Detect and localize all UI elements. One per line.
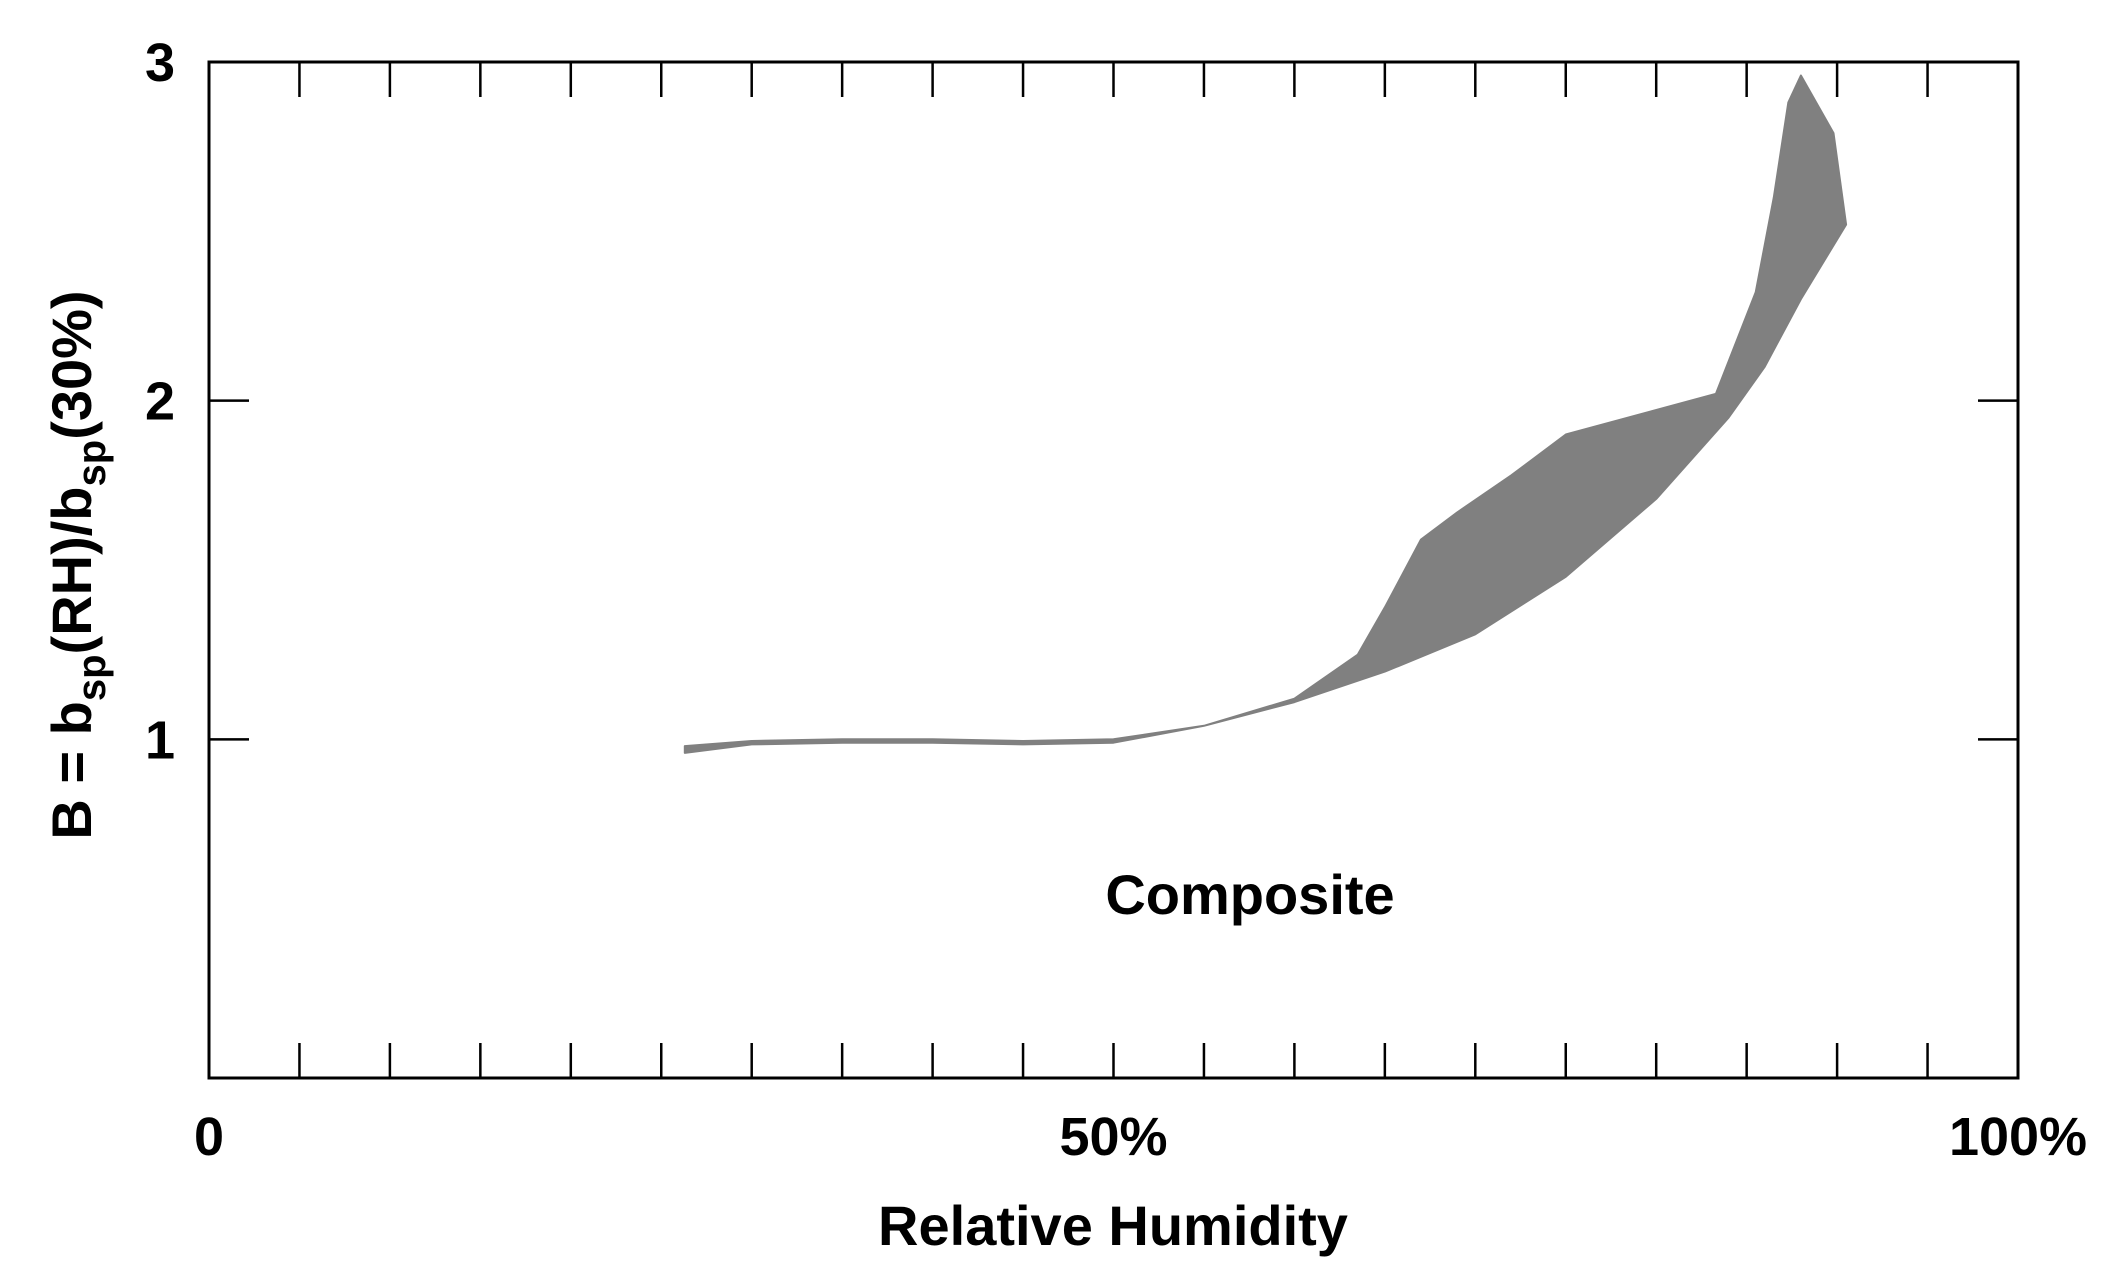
- y-axis-title-suffix: (30%): [40, 290, 103, 439]
- y-axis-title-mid: (RH)/b: [40, 486, 103, 654]
- y-axis-title-sub2: sp: [70, 440, 114, 487]
- y-axis-title: B = bsp(RH)/bsp(30%): [40, 290, 114, 839]
- x-axis-title: Relative Humidity: [878, 1194, 1348, 1257]
- x-tick-label-50: 50%: [1059, 1107, 1167, 1167]
- y-tick-label-3: 3: [145, 33, 175, 93]
- y-axis-title-prefix: B = b: [40, 701, 103, 839]
- band-layer: [683, 74, 1848, 754]
- x-tick-label-100: 100%: [1949, 1107, 2087, 1167]
- tick-marks: [209, 60, 2018, 1078]
- composite-annotation: Composite: [1105, 863, 1394, 926]
- x-tick-label-0: 0: [194, 1107, 224, 1167]
- y-tick-label-1: 1: [145, 710, 175, 770]
- y-tick-label-2: 2: [145, 372, 175, 432]
- tick-labels: 0 50% 100% 1 2 3: [145, 33, 2087, 1167]
- y-axis-title-sub1: sp: [70, 654, 114, 701]
- composite-band-0: [683, 74, 1848, 754]
